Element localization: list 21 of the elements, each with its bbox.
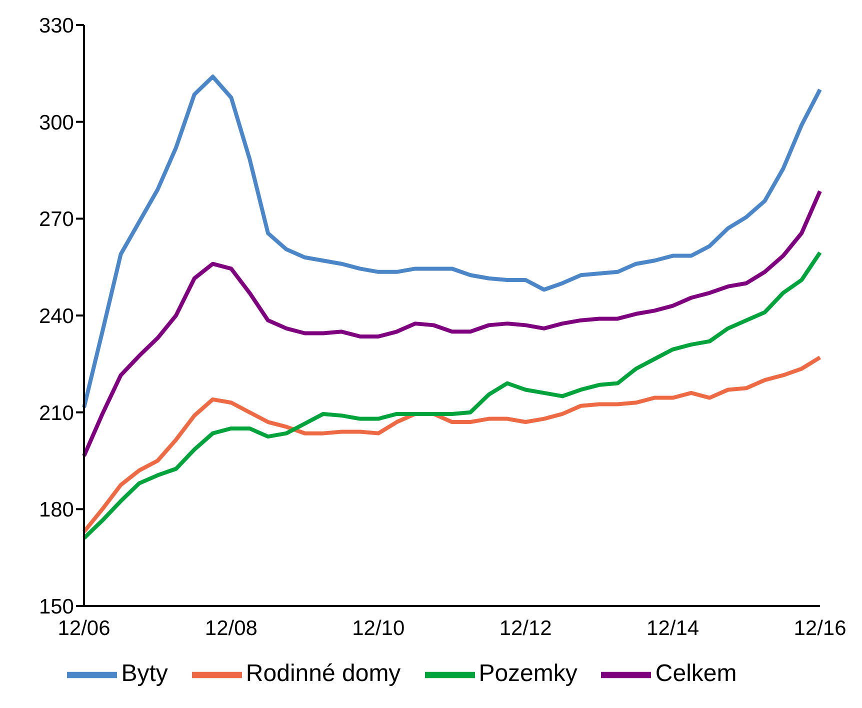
legend-label: Rodinné domy (246, 660, 401, 688)
legend-label: Byty (121, 660, 168, 688)
legend-label: Pozemky (478, 660, 578, 688)
y-tick-label: 210 (38, 402, 74, 425)
y-tick-label: 270 (38, 208, 74, 232)
x-tick-label: 12/16 (794, 616, 846, 640)
y-tick-label: 240 (38, 304, 74, 328)
x-tick-label: 12/08 (204, 616, 258, 640)
y-tick-label: 150 (38, 595, 74, 618)
legend-label: Celkem (655, 660, 737, 688)
line-series (82, 189, 822, 458)
line-series (82, 355, 822, 534)
line-series (82, 250, 822, 540)
y-tick-label: 330 (38, 14, 74, 38)
y-tick-label: 180 (38, 498, 74, 522)
x-tick-label: 12/14 (646, 616, 700, 640)
x-tick-label: 12/06 (58, 616, 110, 640)
x-tick-label: 12/10 (352, 616, 405, 640)
x-tick-label: 12/12 (499, 616, 552, 640)
y-tick-label: 300 (38, 111, 74, 134)
line-series (82, 74, 822, 410)
